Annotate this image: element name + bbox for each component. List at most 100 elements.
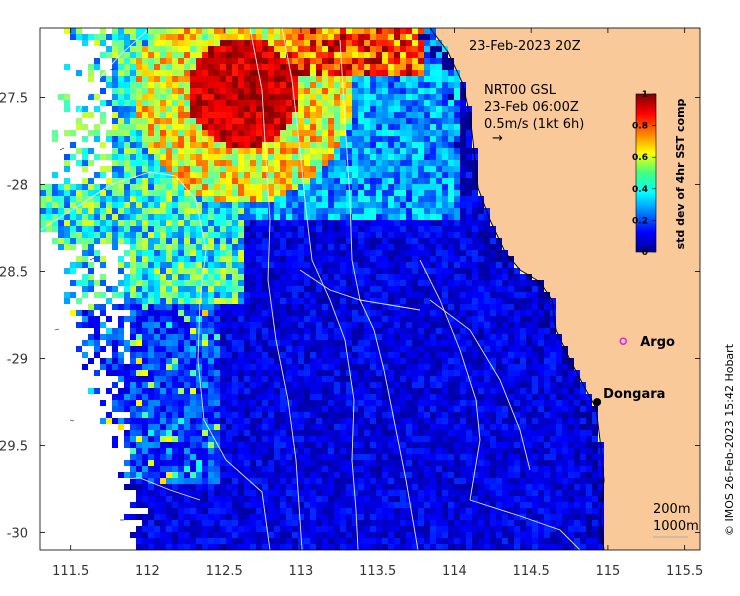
sst-pixel: [292, 178, 298, 184]
sst-pixel: [388, 430, 394, 436]
sst-pixel: [286, 256, 292, 262]
sst-pixel: [382, 256, 388, 262]
sst-pixel: [418, 28, 424, 34]
sst-pixel: [160, 418, 166, 424]
sst-pixel: [232, 424, 238, 430]
sst-pixel: [286, 58, 292, 64]
sst-pixel: [208, 76, 214, 82]
sst-pixel: [424, 304, 430, 310]
sst-pixel: [88, 184, 94, 190]
sst-pixel: [346, 352, 352, 358]
sst-pixel: [520, 304, 526, 310]
sst-pixel: [142, 418, 148, 424]
sst-pixel: [490, 382, 496, 388]
sst-pixel: [340, 388, 346, 394]
sst-pixel: [358, 124, 364, 130]
sst-pixel: [160, 196, 166, 202]
sst-pixel: [124, 94, 130, 100]
sst-pixel: [202, 136, 208, 142]
sst-pixel: [340, 346, 346, 352]
sst-pixel: [424, 358, 430, 364]
sst-pixel: [190, 304, 196, 310]
sst-pixel: [454, 106, 460, 112]
sst-pixel: [382, 154, 388, 160]
sst-pixel: [340, 46, 346, 52]
sst-pixel: [364, 358, 370, 364]
sst-pixel: [322, 424, 328, 430]
sst-pixel: [82, 256, 88, 262]
sst-pixel: [46, 208, 52, 214]
sst-pixel: [406, 112, 412, 118]
sst-pixel: [496, 424, 502, 430]
sst-pixel: [196, 424, 202, 430]
sst-pixel: [274, 334, 280, 340]
sst-pixel: [64, 232, 70, 238]
sst-pixel: [82, 220, 88, 226]
sst-pixel: [196, 346, 202, 352]
sst-pixel: [220, 76, 226, 82]
sst-pixel: [352, 82, 358, 88]
sst-pixel: [430, 286, 436, 292]
sst-pixel: [172, 394, 178, 400]
sst-pixel: [346, 124, 352, 130]
sst-pixel: [304, 172, 310, 178]
sst-pixel: [118, 226, 124, 232]
sst-pixel: [454, 286, 460, 292]
sst-pixel: [520, 364, 526, 370]
sst-pixel: [460, 154, 466, 160]
sst-pixel: [340, 298, 346, 304]
sst-pixel: [364, 64, 370, 70]
sst-pixel: [88, 160, 94, 166]
sst-pixel: [76, 298, 82, 304]
sst-pixel: [250, 364, 256, 370]
sst-pixel: [196, 406, 202, 412]
sst-pixel: [418, 418, 424, 424]
sst-pixel: [238, 448, 244, 454]
sst-pixel: [256, 340, 262, 346]
sst-pixel: [256, 226, 262, 232]
sst-pixel: [214, 184, 220, 190]
sst-pixel: [430, 262, 436, 268]
sst-pixel: [154, 352, 160, 358]
sst-pixel: [262, 448, 268, 454]
sst-pixel: [112, 118, 118, 124]
sst-pixel: [184, 160, 190, 166]
sst-pixel: [304, 412, 310, 418]
sst-pixel: [478, 298, 484, 304]
sst-pixel: [520, 424, 526, 430]
sst-pixel: [130, 130, 136, 136]
sst-pixel: [382, 340, 388, 346]
sst-pixel: [58, 184, 64, 190]
sst-pixel: [334, 178, 340, 184]
sst-pixel: [556, 418, 562, 424]
sst-pixel: [190, 346, 196, 352]
sst-pixel: [184, 412, 190, 418]
sst-pixel: [100, 184, 106, 190]
sst-pixel: [304, 190, 310, 196]
sst-pixel: [280, 166, 286, 172]
sst-pixel: [520, 406, 526, 412]
sst-pixel: [256, 148, 262, 154]
sst-pixel: [508, 346, 514, 352]
sst-pixel: [178, 52, 184, 58]
sst-pixel: [190, 226, 196, 232]
sst-pixel: [442, 154, 448, 160]
sst-pixel: [382, 442, 388, 448]
sst-pixel: [316, 274, 322, 280]
sst-pixel: [328, 418, 334, 424]
sst-pixel: [442, 370, 448, 376]
sst-pixel: [424, 310, 430, 316]
sst-pixel: [238, 70, 244, 76]
sst-pixel: [232, 118, 238, 124]
sst-pixel: [442, 46, 448, 52]
sst-pixel: [370, 232, 376, 238]
sst-pixel: [478, 370, 484, 376]
sst-pixel: [394, 52, 400, 58]
sst-pixel: [154, 190, 160, 196]
sst-pixel: [340, 250, 346, 256]
sst-pixel: [160, 430, 166, 436]
sst-pixel: [448, 130, 454, 136]
sst-pixel: [430, 52, 436, 58]
sst-pixel: [190, 316, 196, 322]
sst-pixel: [364, 334, 370, 340]
